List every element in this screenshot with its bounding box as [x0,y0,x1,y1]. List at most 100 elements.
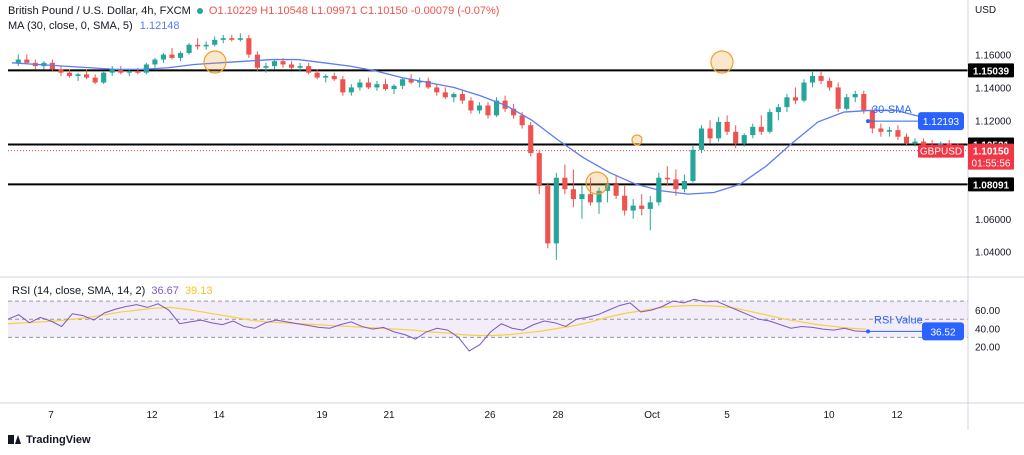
candle-body [750,126,756,136]
candle [254,51,260,72]
candle-body [365,82,371,88]
candle-body [126,71,132,73]
candle-body [903,136,910,144]
candle-body [118,69,124,73]
candle [707,120,713,144]
candle [476,102,483,114]
candle-body [852,94,858,98]
candle-body [246,38,252,55]
tradingview-logo[interactable]: TradingView [8,434,91,446]
candle-body [784,97,790,108]
candle [536,149,542,195]
sma-callout-text: 30-SMA [872,104,912,116]
candle [878,123,884,137]
candle-body [331,75,337,80]
candle [195,38,201,50]
candle [835,82,841,113]
sma-callout-badge [918,112,964,131]
rsi-series [7,298,867,352]
candle [827,77,833,91]
candle-body [417,80,423,83]
candle-body [212,39,218,45]
candle [297,62,303,72]
time-tick-label: 10 [823,410,835,421]
candle [220,34,226,44]
candle [340,75,346,96]
candle-body [425,80,431,88]
ma-legend-value: 1.12148 [139,20,180,32]
candle-body [741,135,747,144]
sma-callout-dot [866,119,870,124]
candle-body [861,94,867,111]
ma-legend-label: MA (30, close, 0, SMA, 5) [8,20,133,32]
candle [903,133,910,145]
level-badge-label: 1.08091 [973,180,1010,191]
price-tick-label: 1.16000 [975,51,1012,62]
candle-body [400,79,406,86]
candle-body [792,97,799,101]
candle [331,72,337,81]
candle [895,125,901,140]
candle-body [493,100,500,116]
candle [434,84,440,96]
rsi-tick-label: 40.00 [975,324,1000,335]
bar-countdown: 01:55:56 [972,159,1011,170]
candle-body [921,141,927,145]
sma-30-polyline [11,58,923,195]
candle [562,164,568,195]
candle-body [280,61,286,65]
candle [425,77,431,90]
candle [271,59,278,70]
candle-body [306,66,312,73]
time-tick-label: 21 [383,410,395,421]
candle-body [24,59,30,63]
candle [382,79,389,91]
rsi-legend[interactable]: RSI (14, close, SMA, 14, 2) 36.67 39.13 [12,285,212,297]
candle-body [878,128,884,132]
candle-body [664,177,670,180]
candle-body [49,62,55,70]
candle-body [15,59,21,63]
rsi-callout-badge [922,322,964,341]
rsi-ma-polyline [7,305,867,337]
symbol-badge [918,144,964,158]
candle-body [391,85,397,90]
symbol-title: British Pound / U.S. Dollar, 4h, FXCM [8,5,191,17]
candle-body [186,44,192,53]
candlestick-series [15,33,961,260]
candle [289,61,295,70]
candle [203,41,209,50]
candle [118,66,124,75]
candle-body [622,195,628,211]
candle [186,43,192,55]
candle-body [869,110,875,129]
candle [869,107,875,134]
candle-body [827,80,833,88]
candle-body [681,181,687,190]
candle [135,67,141,75]
candle [348,84,354,96]
candle-body [630,205,636,211]
candle-body [92,77,98,83]
candle [357,79,363,91]
highlight-circle-1 [585,171,609,195]
candle [459,90,465,104]
time-tick-label: 12 [891,410,903,421]
rsi-band-background [8,300,968,338]
candle-body [758,126,764,132]
candle-body [767,112,773,132]
rsi-callout-dot [866,329,870,334]
candle-body [545,185,551,244]
candle-body [733,131,739,144]
candle [724,115,730,136]
candle [169,48,175,60]
candle-body [724,121,730,132]
candle-body [613,184,619,196]
candle [741,133,747,147]
currency-label: USD [975,5,997,16]
rsi-callout-text: RSI Value [874,314,923,326]
candle [545,182,551,249]
ma-legend[interactable]: MA (30, close, 0, SMA, 5) 1.12148 [8,20,180,32]
candle-body [809,75,816,83]
